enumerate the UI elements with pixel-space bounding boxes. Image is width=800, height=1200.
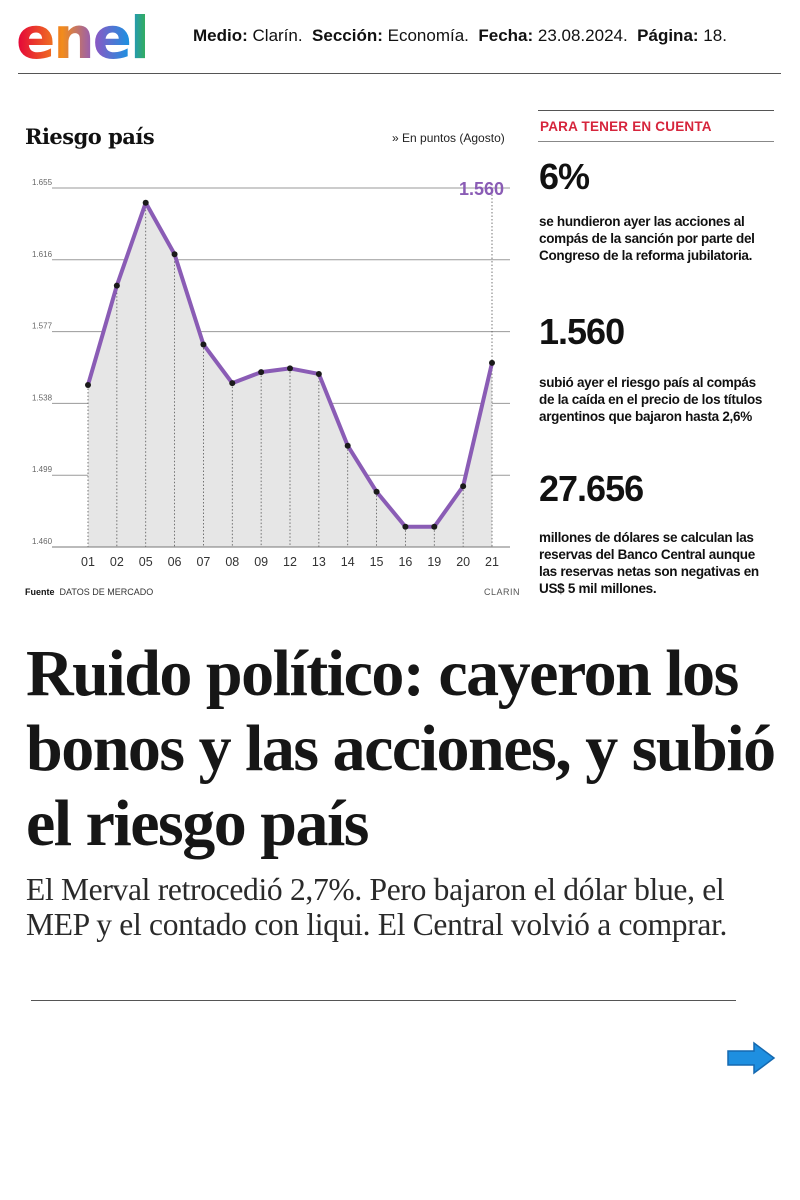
data-point (287, 365, 293, 372)
data-point (344, 442, 351, 449)
x-tick-label: 02 (110, 555, 124, 569)
x-tick-label: 05 (139, 555, 153, 569)
y-tick-label: 1.499 (32, 465, 53, 474)
x-tick-label: 09 (254, 555, 268, 569)
sidebar-header: PARA TENER EN CUENTA (540, 119, 712, 134)
data-point (258, 369, 265, 376)
data-point (171, 251, 178, 258)
x-tick-label: 21 (485, 555, 499, 569)
data-point (315, 370, 322, 377)
article-deck: El Merval retrocedió 2,7%. Pero bajaron … (26, 872, 728, 942)
fact-text-3: millones de dólares se calculan las rese… (539, 530, 759, 596)
enel-logo: enel (14, 4, 179, 75)
x-tick-label: 20 (456, 555, 470, 569)
fact-text-1: se hundieron ayer las acciones al compás… (539, 214, 755, 263)
data-point (142, 199, 149, 206)
y-tick-label: 1.577 (32, 322, 53, 331)
sidebar-header-divider (538, 141, 774, 142)
data-point (200, 341, 207, 348)
x-tick-label: 15 (370, 555, 384, 569)
article-headline: Ruido político: cayeron los bonos y las … (26, 637, 776, 860)
enel-logo-text: enel (16, 6, 148, 70)
x-tick-label: 16 (398, 555, 412, 569)
x-tick-label: 12 (283, 555, 297, 569)
chart-subtitle: » En puntos (Agosto) (392, 131, 505, 145)
data-point (229, 380, 236, 387)
riesgo-pais-chart: 1.655 1.616 1.577 1.538 1.499 1.460 01 02 05 06 07… (32, 178, 510, 569)
highlight-value-label: 1.560 (459, 179, 504, 199)
bottom-divider (31, 1000, 736, 1001)
area-fill (88, 202, 492, 547)
y-tick-label: 1.460 (32, 537, 53, 546)
data-point (460, 483, 467, 490)
x-tick-label: 01 (81, 555, 95, 569)
sidebar-top-divider (538, 110, 774, 111)
fact-value-1: 6% (539, 156, 590, 197)
fact-value-3: 27.656 (539, 468, 644, 509)
y-tick-label: 1.655 (32, 178, 53, 187)
chart-credit: CLARIN (484, 587, 521, 597)
data-point (489, 359, 495, 366)
clipping-metadata: Medio: Clarín. Sección: Economía. Fecha:… (193, 26, 727, 45)
data-point (402, 523, 409, 530)
fact-value-2: 1.560 (539, 311, 625, 352)
chart-title: Riesgo país (25, 124, 155, 149)
arrow-right-icon[interactable] (726, 1041, 776, 1080)
x-tick-label: 19 (427, 555, 441, 569)
x-tick-label: 07 (196, 555, 210, 569)
data-point (113, 282, 120, 289)
data-point (373, 488, 380, 495)
chart-source: Fuente DATOS DE MERCADO (25, 587, 154, 597)
x-tick-label: 08 (225, 555, 239, 569)
header-divider (18, 73, 781, 74)
x-tick-label: 06 (168, 555, 182, 569)
data-point (431, 523, 438, 530)
y-tick-label: 1.616 (32, 250, 53, 259)
x-tick-label: 13 (312, 555, 326, 569)
y-tick-label: 1.538 (32, 393, 53, 402)
data-point (85, 381, 91, 388)
fact-text-2: subió ayer el riesgo país al compás de l… (539, 375, 763, 424)
x-tick-label: 14 (341, 555, 355, 569)
